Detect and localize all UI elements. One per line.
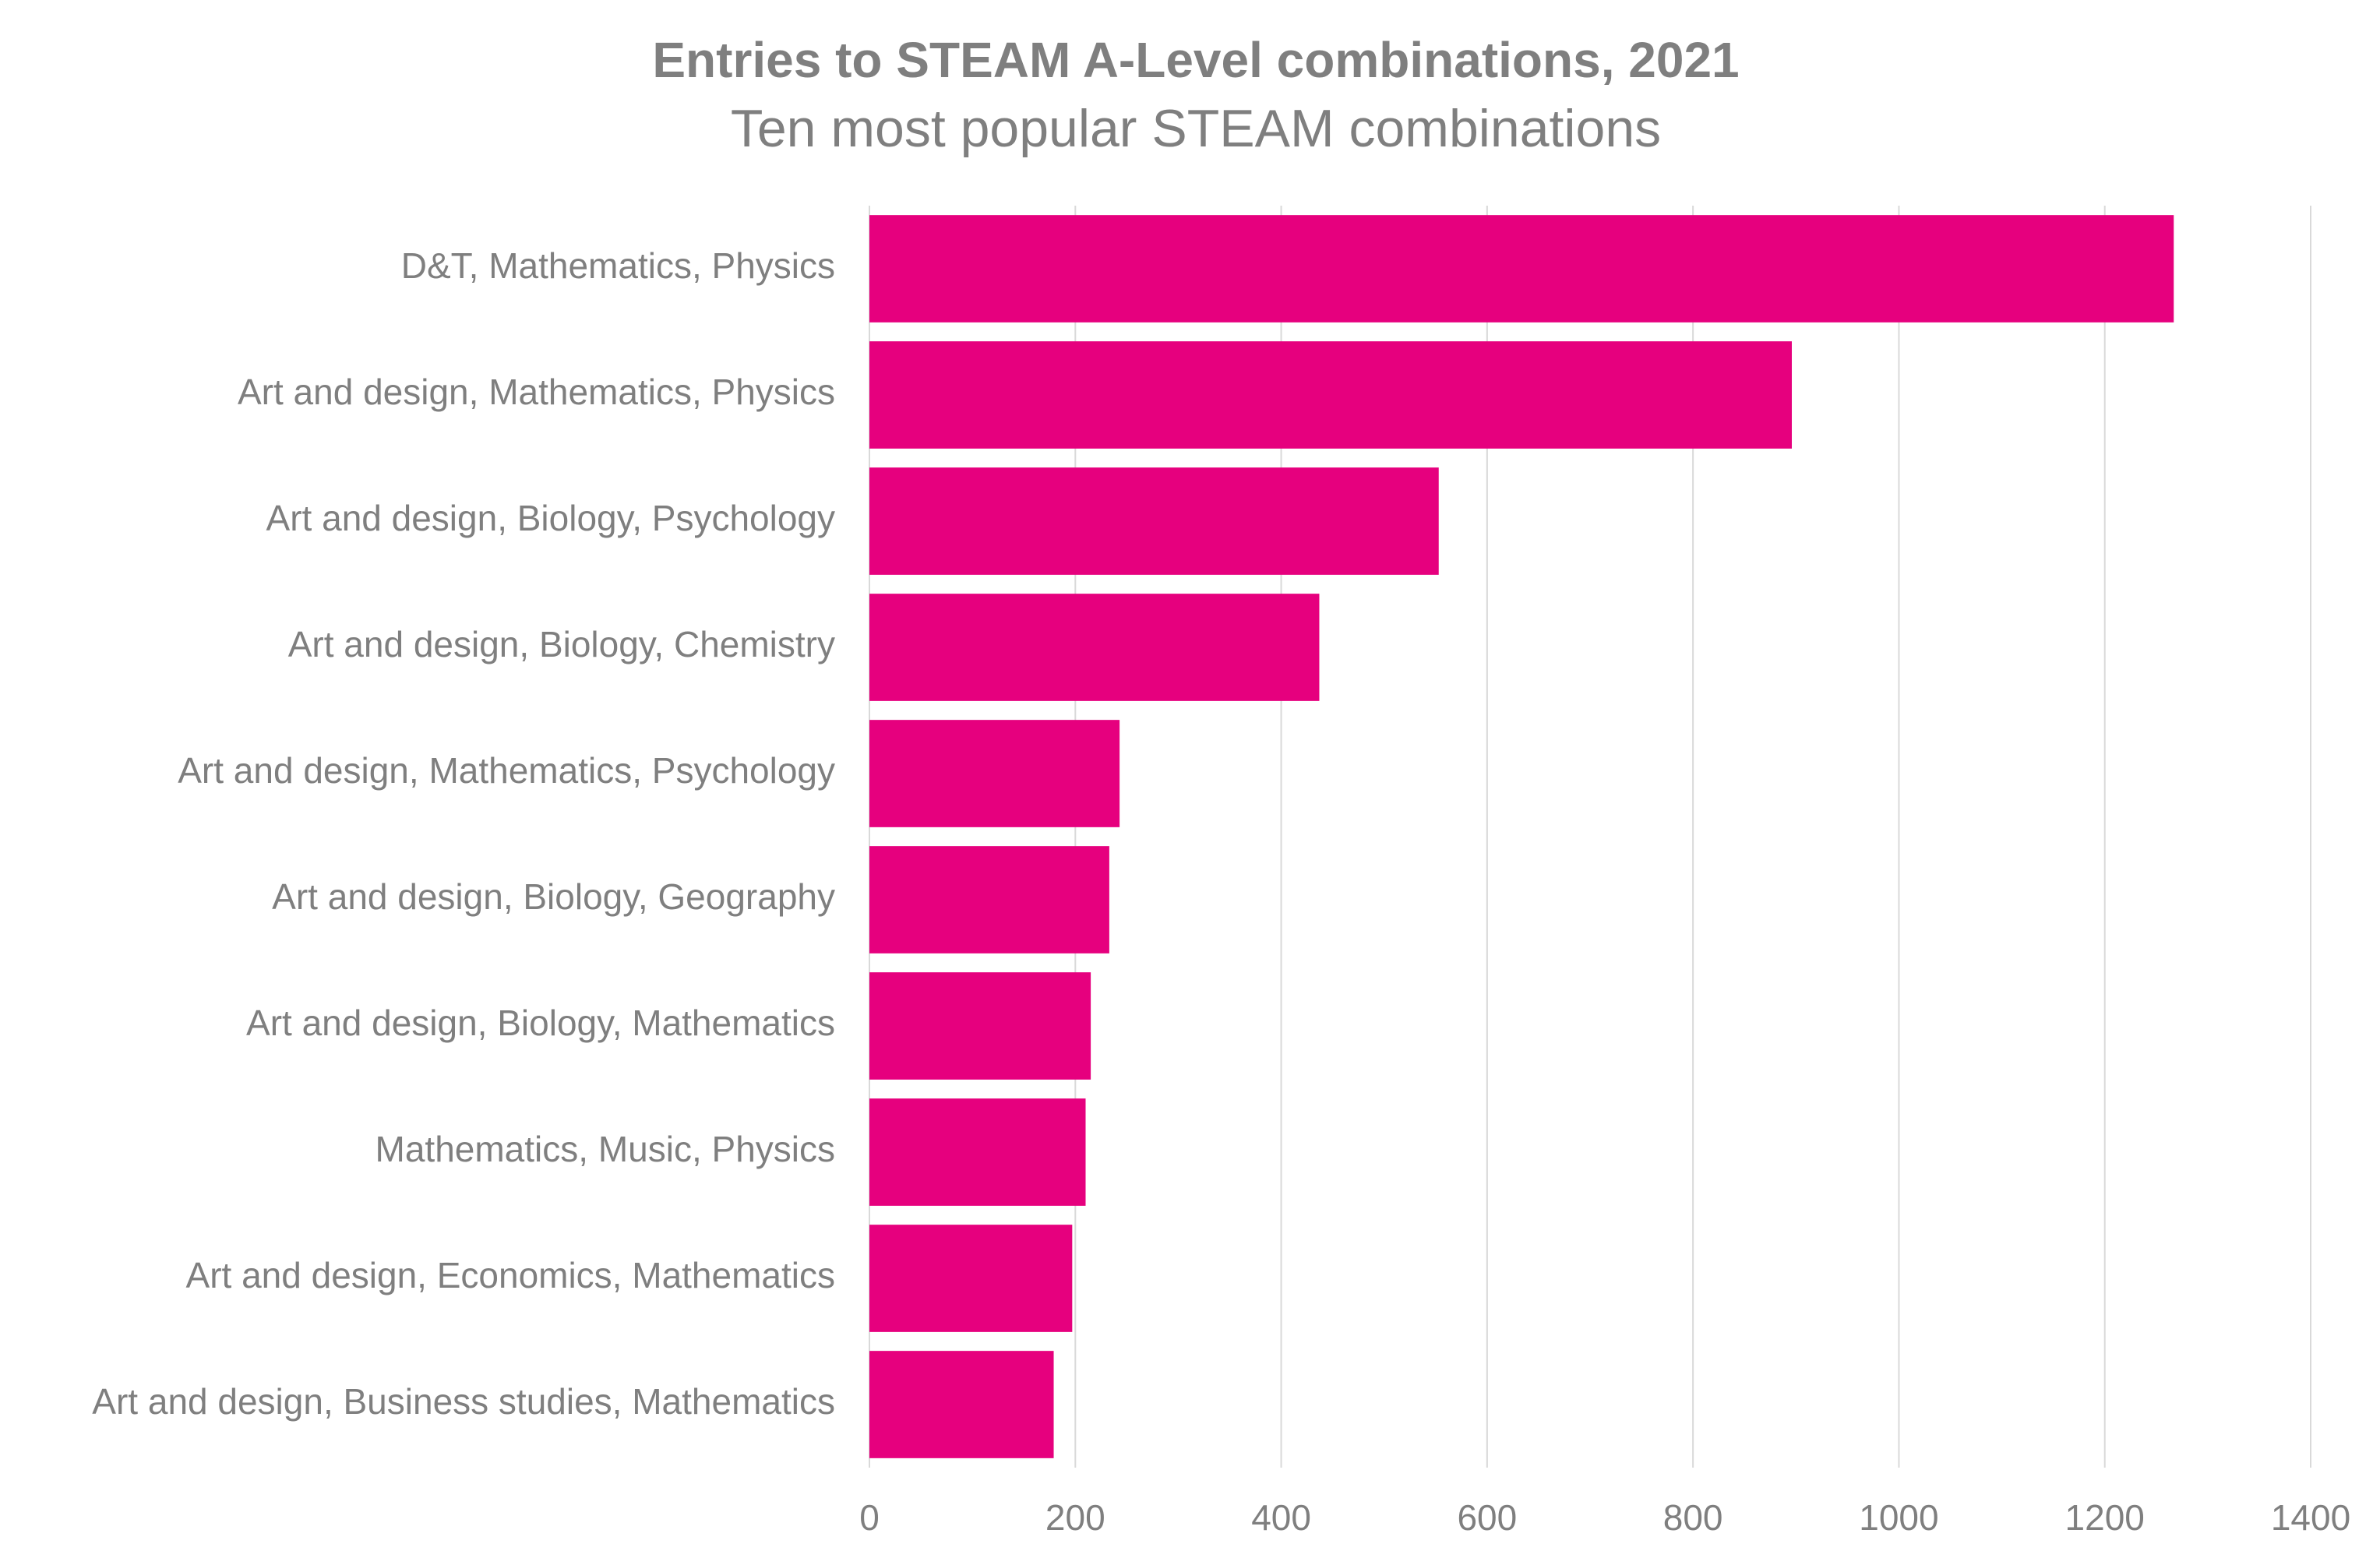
bar (869, 720, 1120, 827)
bar (869, 467, 1439, 575)
x-tick-label: 200 (1045, 1497, 1105, 1538)
y-tick-label: Art and design, Economics, Mathematics (186, 1255, 835, 1295)
y-tick-label: Art and design, Biology, Chemistry (288, 624, 835, 664)
x-tick-label: 1400 (2271, 1497, 2350, 1538)
x-tick-label: 400 (1251, 1497, 1311, 1538)
bar (869, 1098, 1086, 1206)
y-tick-label: Art and design, Biology, Psychology (266, 498, 835, 538)
bar (869, 341, 1792, 449)
bar (869, 846, 1109, 953)
y-tick-label: Art and design, Mathematics, Physics (238, 372, 835, 412)
x-tick-label: 600 (1457, 1497, 1517, 1538)
x-tick-label: 800 (1663, 1497, 1723, 1538)
y-tick-label: Art and design, Business studies, Mathem… (92, 1381, 835, 1422)
y-tick-label: D&T, Mathematics, Physics (401, 245, 835, 286)
y-tick-label: Art and design, Mathematics, Psychology (178, 750, 835, 791)
chart-title: Entries to STEAM A-Level combinations, 2… (652, 32, 1739, 88)
y-tick-label: Mathematics, Music, Physics (376, 1129, 835, 1169)
x-tick-label: 0 (859, 1497, 880, 1538)
x-tick-label: 1000 (1859, 1497, 1938, 1538)
bar (869, 1225, 1073, 1332)
bar (869, 215, 2174, 323)
y-tick-label: Art and design, Biology, Geography (272, 876, 835, 917)
bar (869, 594, 1320, 701)
y-tick-label: Art and design, Biology, Mathematics (246, 1003, 835, 1043)
x-tick-label: 1200 (2065, 1497, 2145, 1538)
bar (869, 972, 1091, 1080)
bar (869, 1351, 1054, 1458)
chart-subtitle: Ten most popular STEAM combinations (731, 99, 1661, 158)
